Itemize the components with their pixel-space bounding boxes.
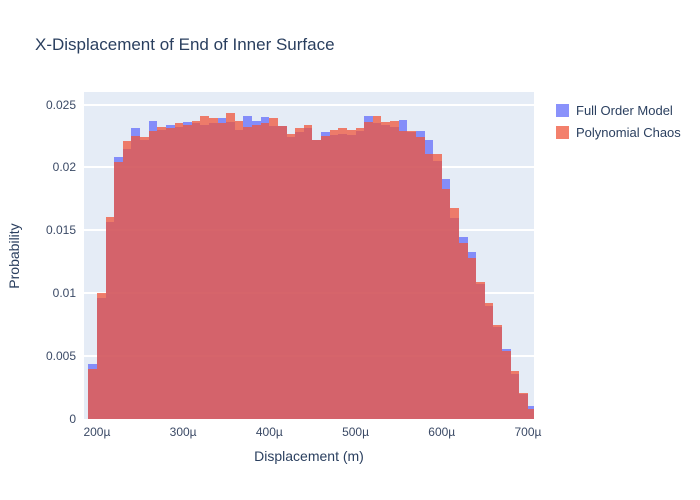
polynomial-chaos-bar[interactable] <box>200 115 209 419</box>
bars-layer <box>84 92 534 419</box>
legend-item-full-order-model[interactable]: Full Order Model <box>556 103 681 118</box>
polynomial-chaos-bar[interactable] <box>433 153 442 419</box>
polynomial-chaos-bar[interactable] <box>96 293 106 419</box>
legend-swatch-blue-icon <box>556 104 569 117</box>
polynomial-chaos-bar[interactable] <box>174 123 184 419</box>
y-tick-label: 0.005 <box>45 349 76 364</box>
y-tick-label: 0.015 <box>45 223 76 238</box>
polynomial-chaos-bar[interactable] <box>191 120 201 419</box>
x-tick-label: 300µ <box>169 425 197 439</box>
polynomial-chaos-bar[interactable] <box>355 128 365 419</box>
polynomial-chaos-bar[interactable] <box>390 120 399 419</box>
polynomial-chaos-bar[interactable] <box>321 136 330 419</box>
polynomial-chaos-bar[interactable] <box>277 125 287 419</box>
polynomial-chaos-bar[interactable] <box>527 408 534 419</box>
polynomial-chaos-bar[interactable] <box>165 128 175 419</box>
polynomial-chaos-bar[interactable] <box>459 242 468 419</box>
polynomial-chaos-bar[interactable] <box>226 113 235 419</box>
polynomial-chaos-bar[interactable] <box>148 130 158 419</box>
legend-label: Full Order Model <box>576 103 673 118</box>
x-tick-label: 200µ <box>83 425 111 439</box>
legend: Full Order Model Polynomial Chaos <box>556 103 681 140</box>
legend-label: Polynomial Chaos <box>576 125 681 140</box>
polynomial-chaos-bar[interactable] <box>209 118 218 419</box>
polynomial-chaos-bar[interactable] <box>131 136 141 419</box>
polynomial-chaos-bar[interactable] <box>105 216 115 419</box>
polynomial-chaos-bar[interactable] <box>114 162 123 419</box>
chart-title: X-Displacement of End of Inner Surface <box>35 35 335 54</box>
polynomial-chaos-bar[interactable] <box>346 129 356 419</box>
polynomial-chaos-bar[interactable] <box>260 123 270 419</box>
x-axis-title: Displacement (m) <box>254 448 364 464</box>
plot-area[interactable] <box>84 92 534 419</box>
polynomial-chaos-bar[interactable] <box>493 324 503 419</box>
y-tick-label: 0.01 <box>52 286 76 301</box>
polynomial-chaos-bar[interactable] <box>243 127 253 419</box>
polynomial-chaos-bar[interactable] <box>303 124 313 419</box>
polynomial-chaos-bar[interactable] <box>398 130 408 419</box>
polynomial-chaos-bar[interactable] <box>157 127 166 419</box>
polynomial-chaos-bar[interactable] <box>140 137 149 419</box>
polynomial-chaos-bar[interactable] <box>502 351 511 419</box>
x-tick-label: 700µ <box>514 425 542 439</box>
polynomial-chaos-bar[interactable] <box>372 115 382 419</box>
polynomial-chaos-bar[interactable] <box>476 281 485 419</box>
polynomial-chaos-bar[interactable] <box>467 258 477 419</box>
polynomial-chaos-bar[interactable] <box>424 153 434 419</box>
polynomial-chaos-bar[interactable] <box>88 368 97 419</box>
polynomial-chaos-bar[interactable] <box>415 137 425 419</box>
polynomial-chaos-bar[interactable] <box>329 129 339 419</box>
polynomial-chaos-bar[interactable] <box>252 124 261 419</box>
polynomial-chaos-bar[interactable] <box>183 124 192 419</box>
polynomial-chaos-bar[interactable] <box>484 303 494 419</box>
polynomial-chaos-bar[interactable] <box>407 130 416 419</box>
legend-item-polynomial-chaos[interactable]: Polynomial Chaos <box>556 125 681 140</box>
polynomial-chaos-bar[interactable] <box>312 139 322 419</box>
polynomial-chaos-bar[interactable] <box>338 128 347 419</box>
polynomial-chaos-bar[interactable] <box>122 141 132 419</box>
polynomial-chaos-bar[interactable] <box>381 122 391 419</box>
polynomial-chaos-bar[interactable] <box>295 128 304 419</box>
polynomial-chaos-bar[interactable] <box>441 188 451 419</box>
polynomial-chaos-bar[interactable] <box>269 118 278 419</box>
gridline <box>84 103 534 106</box>
y-tick-label: 0 <box>69 412 76 426</box>
x-tick-label: 500µ <box>342 425 370 439</box>
legend-swatch-red-icon <box>556 126 569 139</box>
polynomial-chaos-bar[interactable] <box>364 122 373 419</box>
polynomial-chaos-bar[interactable] <box>217 123 227 419</box>
y-tick-label: 0.02 <box>52 160 76 175</box>
x-tick-label: 400µ <box>255 425 283 439</box>
polynomial-chaos-bar[interactable] <box>450 207 459 419</box>
polynomial-chaos-bar[interactable] <box>510 371 520 419</box>
y-axis-title: Probability <box>6 223 22 289</box>
y-tick-label: 0.025 <box>45 97 76 112</box>
polynomial-chaos-bar[interactable] <box>519 392 528 419</box>
polynomial-chaos-bar[interactable] <box>234 120 244 419</box>
polynomial-chaos-bar[interactable] <box>286 133 296 419</box>
x-tick-label: 600µ <box>428 425 456 439</box>
